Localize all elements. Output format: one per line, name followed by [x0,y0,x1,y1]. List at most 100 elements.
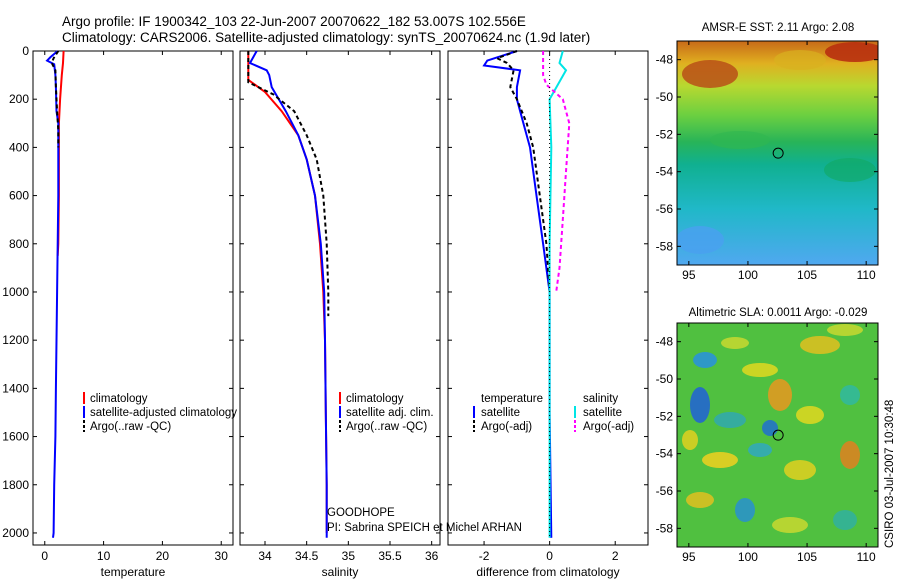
sla-blob [784,460,816,480]
x-tick-label: 95 [682,268,696,282]
sla-blob [693,352,717,368]
legend-label-climatology: climatology [346,393,404,405]
legend-label-temp-satellite: satellite [481,407,520,419]
y-tick-label: -50 [656,372,674,386]
x-tick-label: 36 [425,549,439,563]
legend-label-argo: Argo(..raw -QC) [90,421,171,433]
plot-frame [447,50,649,546]
series-line [548,50,568,538]
x-tick-label: 35.5 [378,549,402,563]
y-tick-label: -54 [656,165,674,179]
sla-blob [742,363,778,377]
x-tick-label: 100 [738,550,758,564]
y-tick-label: 1200 [2,333,29,347]
map-frame [676,40,879,266]
y-tick-label: -56 [656,202,674,216]
x-tick-label: 105 [797,550,817,564]
y-tick-label: 2000 [2,526,29,540]
sst-cold-patch [677,226,724,254]
map-frame [676,322,879,548]
y-tick-label: 800 [9,237,29,251]
sla-blob [735,498,755,522]
y-tick-label: 0 [22,44,29,58]
sla-blob [690,387,710,423]
sla-blob [768,379,792,411]
sst-warm-patch [774,50,826,70]
salinity-panel: 34 34.5 35 35.5 36 salinity [239,50,441,579]
pi-label: PI: Sabrina SPEICH et Michel ARHAN [327,522,522,534]
salinity-legend: climatology satellite adj. clim. Argo(..… [339,392,434,433]
temperature-panel: 0 10 20 30 0 200 400 600 800 1000 1200 1400 1600 1800… [2,44,234,579]
x-tick-label: 34.5 [295,549,319,563]
x-axis-label: temperature [101,565,166,579]
x-tick-label: 0 [546,549,553,563]
sla-blob [796,406,824,424]
sla-blob [762,420,778,436]
sla-blob [686,492,714,508]
y-tick-label: -50 [656,90,674,104]
sla-blob [800,336,840,354]
x-tick-label: 30 [215,549,229,563]
legend-label-satellite: satellite-adjusted climatology [90,407,237,419]
sst-map-title: AMSR-E SST: 2.11 Argo: 2.08 [702,22,855,34]
plot-frame [239,50,441,546]
y-tick-label: 200 [9,92,29,106]
y-tick-label: -52 [656,409,674,423]
legend-title-temperature: temperature [481,393,543,405]
series-line [494,50,551,293]
legend-label-sal-argo: Argo(-adj) [583,421,634,433]
legend-label-satellite: satellite adj. clim. [346,407,434,419]
argo-location-marker [772,147,784,159]
sst-warm-patch [825,42,878,62]
legend-title-salinity: salinity [583,393,618,405]
x-tick-label: 34 [258,549,272,563]
plot-frame [32,50,234,546]
y-tick-label: 1600 [2,430,29,444]
x-axis-label: difference from climatology [476,565,619,579]
series-line [50,50,60,148]
x-tick-label: 105 [797,268,817,282]
legend-label-climatology: climatology [90,393,148,405]
y-tick-label: -58 [656,239,674,253]
sla-anomaly-blobs [682,324,863,533]
difference-panel: -2 0 2 difference from climatology [447,50,649,579]
x-tick-label: 10 [97,549,111,563]
y-tick-label: -58 [656,521,674,535]
y-tick-label: -48 [656,53,674,67]
y-tick-label: -56 [656,484,674,498]
sla-blob [840,385,860,405]
legend-label-temp-argo: Argo(-adj) [481,421,532,433]
legend-label-sal-satellite: satellite [583,407,622,419]
y-tick-label: 600 [9,189,29,203]
sla-map-axes: 95 100 105 110 -48 -50 -52 -54 -56 -58 [656,322,879,564]
sla-blob [827,324,863,336]
sla-blob [682,430,698,450]
x-tick-label: -2 [479,549,490,563]
series-line [482,50,553,538]
y-tick-label: -54 [656,447,674,461]
series-line [45,50,60,538]
credit-label: CSIRO 03-Jul-2007 10:30:48 [884,400,896,548]
y-tick-label: 1400 [2,381,29,395]
sla-blob [714,412,746,428]
sla-heatmap [677,323,878,547]
sla-map-title: Altimetric SLA: 0.0011 Argo: -0.029 [689,307,868,319]
x-tick-label: 0 [41,549,48,563]
figure-title-line1: Argo profile: IF 1900342_103 22-Jun-2007… [62,14,526,29]
y-tick-label: -52 [656,127,674,141]
y-tick-label: -48 [656,335,674,349]
sla-blob [833,510,857,530]
sst-warm-patch [682,60,738,88]
project-label: GOODHOPE [327,507,395,519]
x-tick-label: 2 [612,549,619,563]
x-tick-label: 20 [156,549,170,563]
y-tick-label: 1800 [2,478,29,492]
x-tick-label: 100 [738,268,758,282]
x-tick-label: 35 [342,549,356,563]
sst-heatmap [677,41,878,265]
difference-legend: temperature salinity satellite Argo(-adj… [473,393,634,433]
temperature-legend: climatology satellite-adjusted climatolo… [83,392,237,433]
series-line [247,51,330,317]
argo-location-marker [772,429,784,441]
